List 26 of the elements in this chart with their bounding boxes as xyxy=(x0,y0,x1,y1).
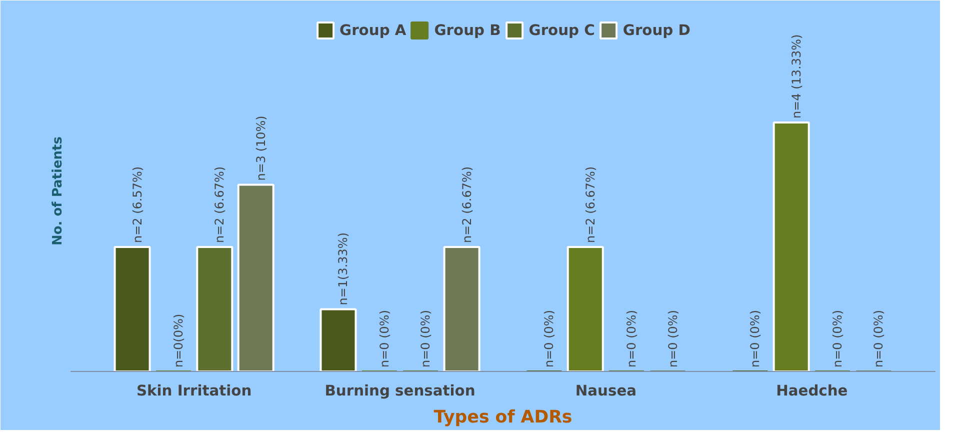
x-axis-title: Types of ADRs xyxy=(434,408,572,428)
data-label: n=1(3.33%) xyxy=(336,232,350,306)
data-label: n=0 (0%) xyxy=(830,310,845,368)
data-label: n=2 (6.67%) xyxy=(583,166,598,244)
data-label: n=0 (0%) xyxy=(748,310,762,368)
legend-label: Group C xyxy=(528,22,595,38)
legend-label: Group B xyxy=(434,22,501,38)
x-tick-label: Burning sensation xyxy=(324,382,476,400)
legend-label: Group D xyxy=(622,22,690,38)
data-label: n=2 (6.67%) xyxy=(212,166,227,244)
legend-label: Group A xyxy=(340,22,406,38)
data-label: n=2 (6.57%) xyxy=(130,166,144,244)
data-label: n=0 (0%) xyxy=(418,310,433,368)
data-label: n=4 (13.33%) xyxy=(789,34,804,119)
y-axis-title: No. of Patients xyxy=(50,136,66,246)
x-tick-label: Nausea xyxy=(575,382,637,400)
x-tick-label: Skin Irritation xyxy=(136,382,252,400)
data-label: n=0(0%) xyxy=(171,314,186,368)
data-label: n=0 (0%) xyxy=(542,310,556,368)
data-label: n=2 (6.67%) xyxy=(460,166,474,244)
data-label: n=0 (0%) xyxy=(666,310,680,368)
data-label: n=0 (0%) xyxy=(624,310,639,368)
data-label: n=0 (0%) xyxy=(872,310,886,368)
x-tick-label: Haedche xyxy=(776,382,848,400)
data-label: n=3 (10%) xyxy=(254,116,268,181)
data-label: n=0 (0%) xyxy=(377,310,392,368)
